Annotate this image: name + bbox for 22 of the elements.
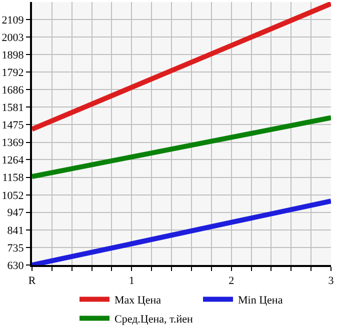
y-tick-label: 1792 [2,66,24,79]
legend-label: Min Цена [238,294,283,307]
y-tick-label: 1686 [2,84,24,97]
y-tick-label: 947 [7,207,24,220]
legend-label: Max Цена [114,294,162,307]
y-tick-label: 1158 [2,172,24,184]
y-tick-label: 2109 [2,14,24,26]
y-tick-label: 1475 [2,120,24,132]
legend-label: Сред.Цена, т.йен [114,314,194,326]
y-tick-label: 841 [7,224,24,237]
y-tick-label: 735 [7,242,24,254]
x-tick-label: 2 [228,275,234,288]
x-tick-label: R [28,275,36,288]
y-tick-label: 1264 [2,154,24,167]
y-tick-label: 1898 [2,49,24,62]
y-tick-label: 1369 [2,137,24,150]
y-tick-label: 2003 [2,32,24,44]
y-tick-label: 1052 [2,190,24,202]
x-tick-label: 3 [328,275,334,288]
x-tick-label: 1 [128,275,134,288]
y-tick-label: 1581 [2,102,24,114]
y-tick-label: 630 [7,260,24,272]
